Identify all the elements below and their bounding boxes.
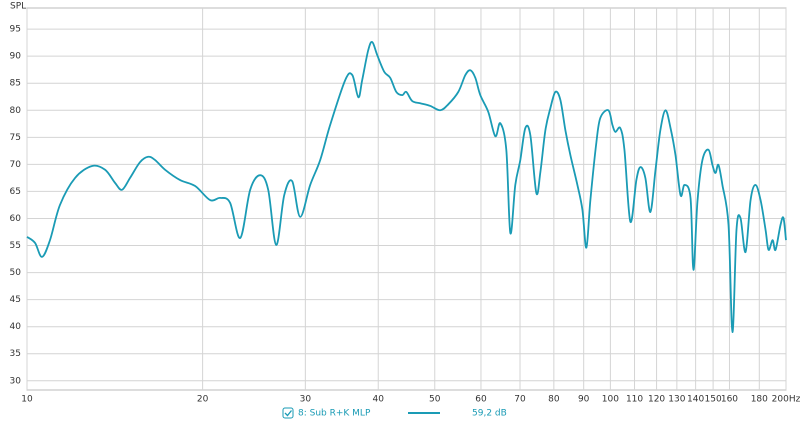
y-tick-label: 85 [10, 79, 21, 89]
x-tick-label: 40 [373, 395, 385, 405]
y-axis-label: SPL [10, 2, 26, 12]
x-tick-label: 140 [687, 395, 704, 405]
x-tick-label: 50 [429, 395, 441, 405]
y-tick-label: 90 [10, 52, 22, 62]
y-tick-label: 65 [10, 187, 21, 197]
x-tick-label: 30 [300, 395, 312, 405]
legend-label[interactable]: 8: Sub R+K MLP [298, 409, 371, 419]
y-tick-label: 60 [10, 214, 22, 224]
y-tick-label: 35 [10, 349, 21, 359]
y-tick-label: 45 [10, 295, 21, 305]
y-tick-label: 75 [10, 133, 21, 143]
x-tick-label: 110 [626, 395, 643, 405]
x-tick-label: 80 [548, 395, 560, 405]
x-tick-label: 180 [751, 395, 768, 405]
x-tick-label: 200Hz [772, 395, 800, 405]
y-tick-label: 80 [10, 106, 22, 116]
x-tick-label: 60 [475, 395, 487, 405]
legend: 8: Sub R+K MLP 59,2 dB [282, 407, 507, 419]
plot-area [26, 7, 787, 391]
legend-value: 59,2 dB [472, 409, 507, 419]
y-tick-label: 55 [10, 241, 21, 251]
x-tick-label: 130 [668, 395, 685, 405]
x-tick-label: 10 [21, 395, 33, 405]
x-tick-label: 160 [721, 395, 738, 405]
y-tick-label: 40 [10, 322, 22, 332]
checkmark [284, 410, 293, 417]
series-checkbox[interactable] [282, 407, 294, 419]
y-tick-label: 30 [10, 376, 22, 386]
y-tick-label: 95 [10, 25, 21, 35]
x-tick-label: 150 [705, 395, 722, 405]
response-line [26, 41, 787, 334]
x-tick-label: 120 [648, 395, 665, 405]
y-tick-label: 70 [10, 160, 22, 170]
x-tick-label: 90 [578, 395, 590, 405]
x-tick-label: 70 [514, 395, 526, 405]
x-tick-label: 100 [602, 395, 619, 405]
x-tick-label: 20 [197, 395, 209, 405]
y-tick-label: 50 [10, 268, 22, 278]
